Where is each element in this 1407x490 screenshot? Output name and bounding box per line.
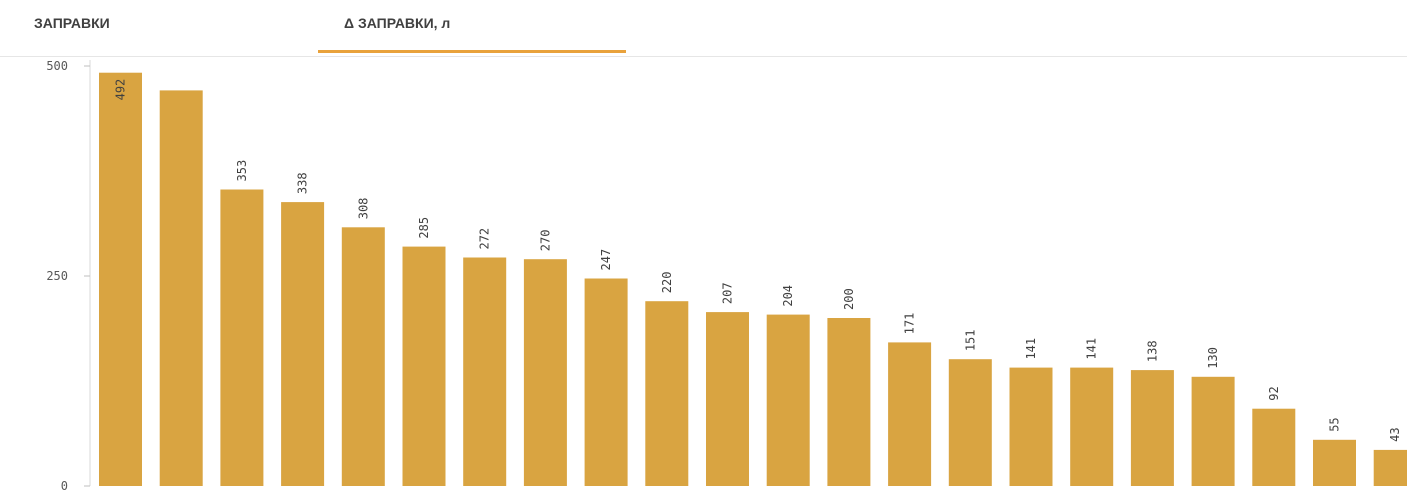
data-label: 247: [599, 249, 613, 271]
bar[interactable]: [948, 359, 992, 486]
bar[interactable]: [523, 259, 567, 486]
data-label: 270: [538, 230, 552, 252]
bar[interactable]: [1070, 367, 1114, 486]
bar[interactable]: [1373, 449, 1407, 486]
data-label: 207: [721, 282, 735, 304]
bar[interactable]: [888, 342, 932, 486]
bar[interactable]: [584, 278, 628, 487]
bar[interactable]: [827, 318, 871, 486]
y-tick-label: 250: [46, 269, 68, 283]
data-label: 220: [660, 272, 674, 294]
bar[interactable]: [220, 189, 264, 487]
data-label: 200: [842, 288, 856, 310]
data-label: 130: [1206, 347, 1220, 369]
bar[interactable]: [99, 72, 142, 486]
bar[interactable]: [1252, 408, 1296, 486]
bar[interactable]: [463, 257, 507, 487]
data-label: 92: [1267, 386, 1281, 400]
y-tick-label: 0: [61, 479, 68, 490]
data-label: 204: [781, 285, 795, 307]
bar[interactable]: [402, 246, 446, 486]
data-label: 353: [235, 160, 249, 182]
data-label: 338: [296, 172, 310, 194]
y-axis: 0 250 500: [46, 59, 91, 490]
data-label: 138: [1145, 340, 1159, 362]
bar[interactable]: [281, 202, 325, 486]
data-label: 272: [478, 228, 492, 250]
data-label: 141: [1024, 338, 1038, 360]
data-label: 55: [1328, 417, 1342, 431]
data-label: 492: [114, 79, 128, 101]
data-label: 43: [1388, 427, 1402, 441]
bar[interactable]: [645, 301, 689, 486]
tab-refuels-delta[interactable]: Δ ЗАПРАВКИ, л: [318, 0, 626, 53]
bar[interactable]: [1130, 370, 1174, 486]
bar[interactable]: [341, 227, 385, 487]
data-label: 285: [417, 217, 431, 239]
bar[interactable]: [1313, 439, 1356, 486]
bar[interactable]: [159, 90, 203, 487]
y-tick-label: 500: [46, 59, 68, 73]
data-labels-group: 492 353 338 308 285 272 270 247 220 207 204 200 171 1…: [114, 79, 1403, 442]
data-label: 171: [903, 313, 917, 335]
bar[interactable]: [766, 314, 810, 486]
bars-group: [99, 72, 1407, 487]
bar[interactable]: [1191, 376, 1235, 486]
data-label: 308: [356, 198, 370, 220]
data-label: 151: [963, 329, 977, 351]
data-label: 141: [1085, 338, 1099, 360]
bar[interactable]: [706, 312, 749, 486]
tab-bar: ЗАПРАВКИ Δ ЗАПРАВКИ, л: [0, 0, 1407, 57]
tab-refuels[interactable]: ЗАПРАВКИ: [34, 15, 110, 31]
bar[interactable]: [1009, 367, 1053, 486]
